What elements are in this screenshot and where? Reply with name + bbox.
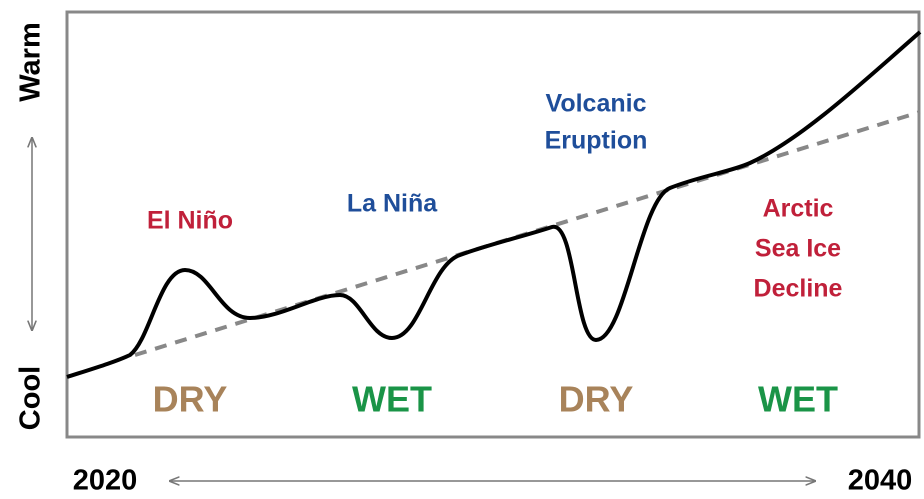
phase-label: DRY: [559, 379, 634, 420]
phase-label: DRY: [153, 379, 228, 420]
phase-label: WET: [352, 379, 432, 420]
event-label: El Niño: [147, 207, 233, 235]
event-label: Volcanic: [546, 90, 647, 118]
event-label: Eruption: [545, 127, 648, 155]
event-label: Arctic: [763, 195, 834, 223]
y-bottom-label: Cool: [15, 366, 47, 430]
x-start-label: 2020: [73, 465, 138, 497]
temperature-curve: [66, 30, 922, 379]
frame: [65, 10, 921, 439]
event-label: Decline: [754, 275, 843, 303]
event-label: Sea Ice: [755, 235, 841, 263]
y-top-label: Warm: [15, 22, 47, 102]
event-label: La Niña: [347, 190, 438, 218]
x-end-label: 2040: [848, 465, 913, 497]
phase-label: WET: [758, 379, 838, 420]
